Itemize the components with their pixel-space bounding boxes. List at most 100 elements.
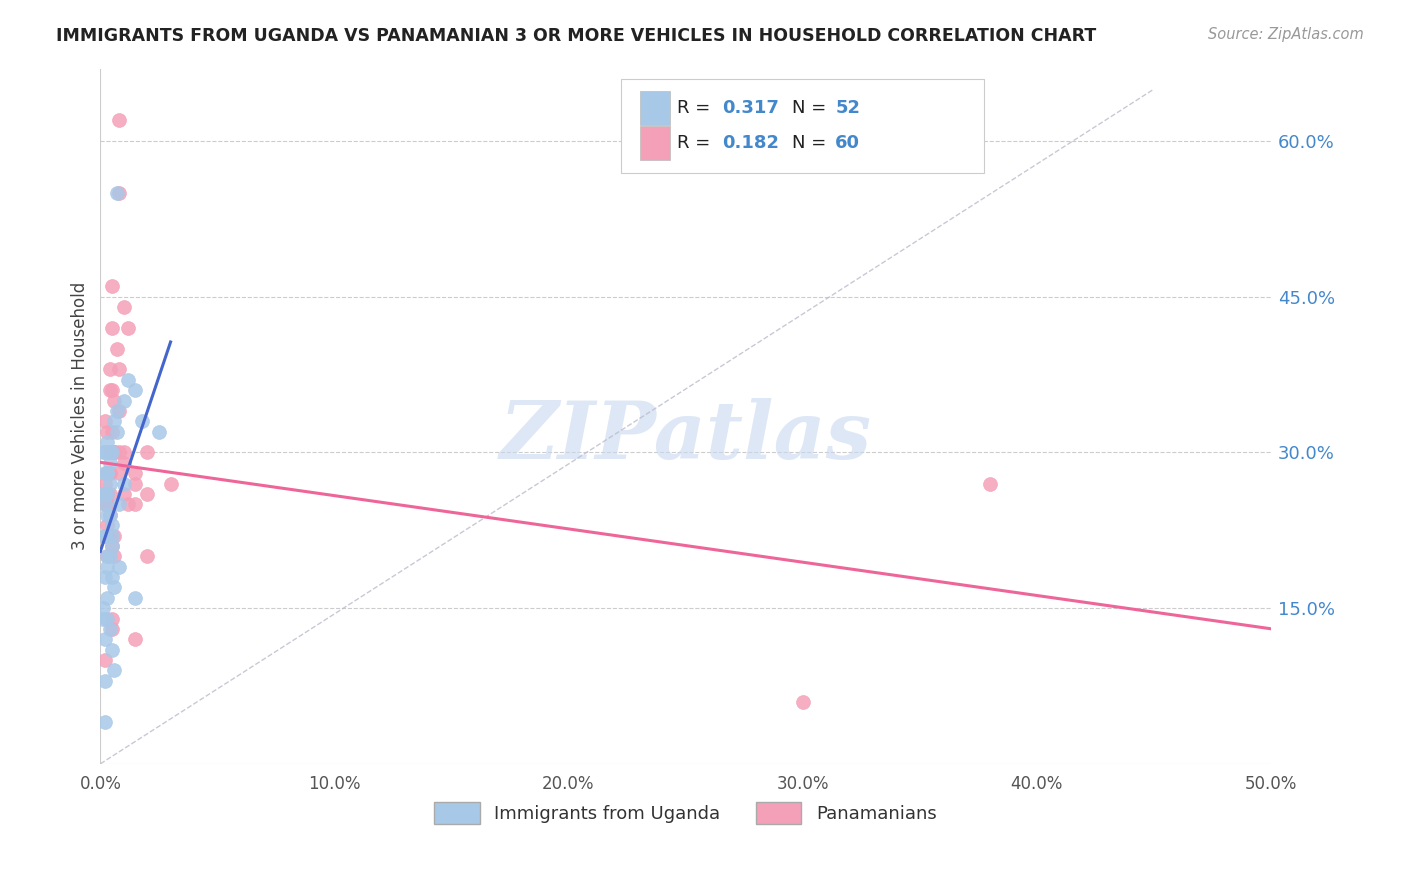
Point xyxy=(108,362,131,376)
Point xyxy=(96,518,118,533)
Point xyxy=(98,508,121,522)
Point xyxy=(91,611,114,625)
Point xyxy=(117,321,139,335)
Point xyxy=(94,528,117,542)
Point xyxy=(136,549,159,564)
Point xyxy=(108,445,131,459)
Text: ZIPatlas: ZIPatlas xyxy=(499,399,872,475)
Point xyxy=(117,373,139,387)
Point xyxy=(94,497,117,511)
Point xyxy=(98,508,121,522)
Point xyxy=(159,476,181,491)
Point xyxy=(96,611,118,625)
Point xyxy=(94,673,117,688)
Point xyxy=(96,487,118,501)
Point xyxy=(98,456,121,470)
Point xyxy=(105,186,128,200)
Point xyxy=(98,362,121,376)
Point xyxy=(98,528,121,542)
Point xyxy=(91,445,114,459)
Point xyxy=(101,321,124,335)
Point xyxy=(98,445,121,459)
FancyBboxPatch shape xyxy=(621,79,984,173)
Point xyxy=(101,642,124,657)
Point xyxy=(96,467,118,481)
Point xyxy=(112,456,135,470)
Point xyxy=(103,445,125,459)
Point xyxy=(96,549,118,564)
Point xyxy=(124,383,146,397)
Point xyxy=(96,467,118,481)
Point xyxy=(131,414,153,428)
Point xyxy=(94,570,117,584)
Point xyxy=(124,467,146,481)
Point xyxy=(101,539,124,553)
Point xyxy=(96,549,118,564)
Point xyxy=(112,476,135,491)
Point xyxy=(103,445,125,459)
Point xyxy=(96,435,118,450)
Point xyxy=(792,694,814,708)
Point xyxy=(112,445,135,459)
Point xyxy=(112,487,135,501)
Y-axis label: 3 or more Vehicles in Household: 3 or more Vehicles in Household xyxy=(72,282,89,550)
Point xyxy=(148,425,170,439)
Point xyxy=(94,497,117,511)
Point xyxy=(98,476,121,491)
Point xyxy=(101,539,124,553)
Point xyxy=(94,653,117,667)
Point xyxy=(98,445,121,459)
Point xyxy=(103,528,125,542)
Text: 0.317: 0.317 xyxy=(721,99,779,117)
Point xyxy=(94,528,117,542)
Point xyxy=(94,414,117,428)
Text: N =: N = xyxy=(792,134,832,152)
Point xyxy=(96,497,118,511)
Text: IMMIGRANTS FROM UGANDA VS PANAMANIAN 3 OR MORE VEHICLES IN HOUSEHOLD CORRELATION: IMMIGRANTS FROM UGANDA VS PANAMANIAN 3 O… xyxy=(56,27,1097,45)
Point xyxy=(124,591,146,605)
Point xyxy=(94,632,117,647)
Point xyxy=(101,570,124,584)
FancyBboxPatch shape xyxy=(640,126,671,160)
Point xyxy=(124,497,146,511)
Point xyxy=(108,497,131,511)
Point xyxy=(94,476,117,491)
Point xyxy=(94,528,117,542)
Point xyxy=(136,487,159,501)
Point xyxy=(101,528,124,542)
Point xyxy=(98,549,121,564)
Point xyxy=(101,425,124,439)
Point xyxy=(103,414,125,428)
Point xyxy=(94,487,117,501)
Point xyxy=(108,113,131,128)
Point xyxy=(96,559,118,574)
Point xyxy=(112,393,135,408)
Point xyxy=(96,445,118,459)
Legend: Immigrants from Uganda, Panamanians: Immigrants from Uganda, Panamanians xyxy=(434,802,936,824)
Point xyxy=(96,425,118,439)
Text: Source: ZipAtlas.com: Source: ZipAtlas.com xyxy=(1208,27,1364,42)
Point xyxy=(98,467,121,481)
Point xyxy=(124,632,146,647)
Point xyxy=(94,715,117,730)
Text: R =: R = xyxy=(678,134,716,152)
Point xyxy=(91,601,114,615)
Text: R =: R = xyxy=(678,99,716,117)
Point xyxy=(94,467,117,481)
Point xyxy=(117,497,139,511)
Point xyxy=(101,611,124,625)
Point xyxy=(96,497,118,511)
Point xyxy=(108,186,131,200)
Point xyxy=(91,487,114,501)
Point xyxy=(98,467,121,481)
Point xyxy=(96,487,118,501)
Point xyxy=(105,404,128,418)
Point xyxy=(101,383,124,397)
Point xyxy=(105,342,128,356)
Point xyxy=(108,467,131,481)
Point xyxy=(112,300,135,314)
Point xyxy=(94,528,117,542)
Point xyxy=(103,445,125,459)
Text: 60: 60 xyxy=(835,134,860,152)
Text: 0.182: 0.182 xyxy=(721,134,779,152)
